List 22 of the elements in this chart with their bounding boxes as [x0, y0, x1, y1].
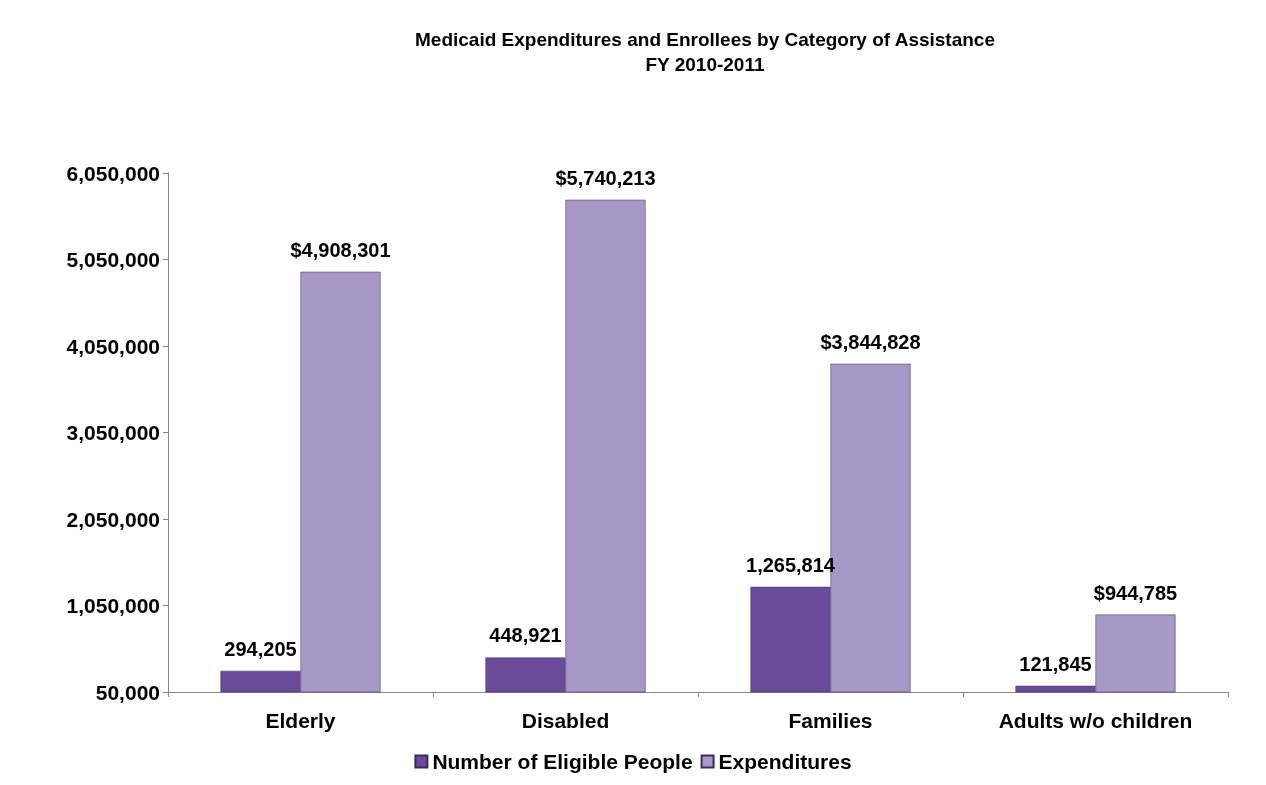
- x-tick-label: Families: [788, 709, 873, 732]
- y-tick-label: 2,050,000: [66, 507, 160, 531]
- y-tick-label: 5,050,000: [66, 248, 160, 271]
- x-tick-label: Elderly: [265, 709, 336, 732]
- y-tick-label: 1,050,000: [66, 594, 160, 617]
- data-label: $4,908,301: [290, 238, 391, 261]
- x-tick-label: Adults w/o children: [998, 709, 1193, 732]
- data-label: $3,844,828: [820, 330, 921, 353]
- chart-title: Medicaid Expenditures and Enrollees by Category of Assistance FY 2010-2011: [414, 29, 996, 75]
- y-tick-label: 3,050,000: [66, 421, 160, 444]
- data-label: 1,265,814: [746, 553, 836, 576]
- y-tick-label: 6,050,000: [66, 161, 160, 185]
- data-label: $944,785: [1093, 581, 1178, 604]
- data-label: 294,205: [224, 637, 297, 660]
- legend-label: Expenditures: [718, 750, 852, 773]
- data-label: 121,845: [1019, 652, 1092, 675]
- y-tick-label: 4,050,000: [66, 334, 160, 358]
- y-tick-label: 50,000: [95, 680, 160, 704]
- data-label: 448,921: [489, 624, 562, 647]
- data-label: $5,740,213: [555, 166, 656, 189]
- legend-label: Number of Eligible People: [432, 750, 693, 773]
- x-tick-label: Disabled: [521, 709, 610, 732]
